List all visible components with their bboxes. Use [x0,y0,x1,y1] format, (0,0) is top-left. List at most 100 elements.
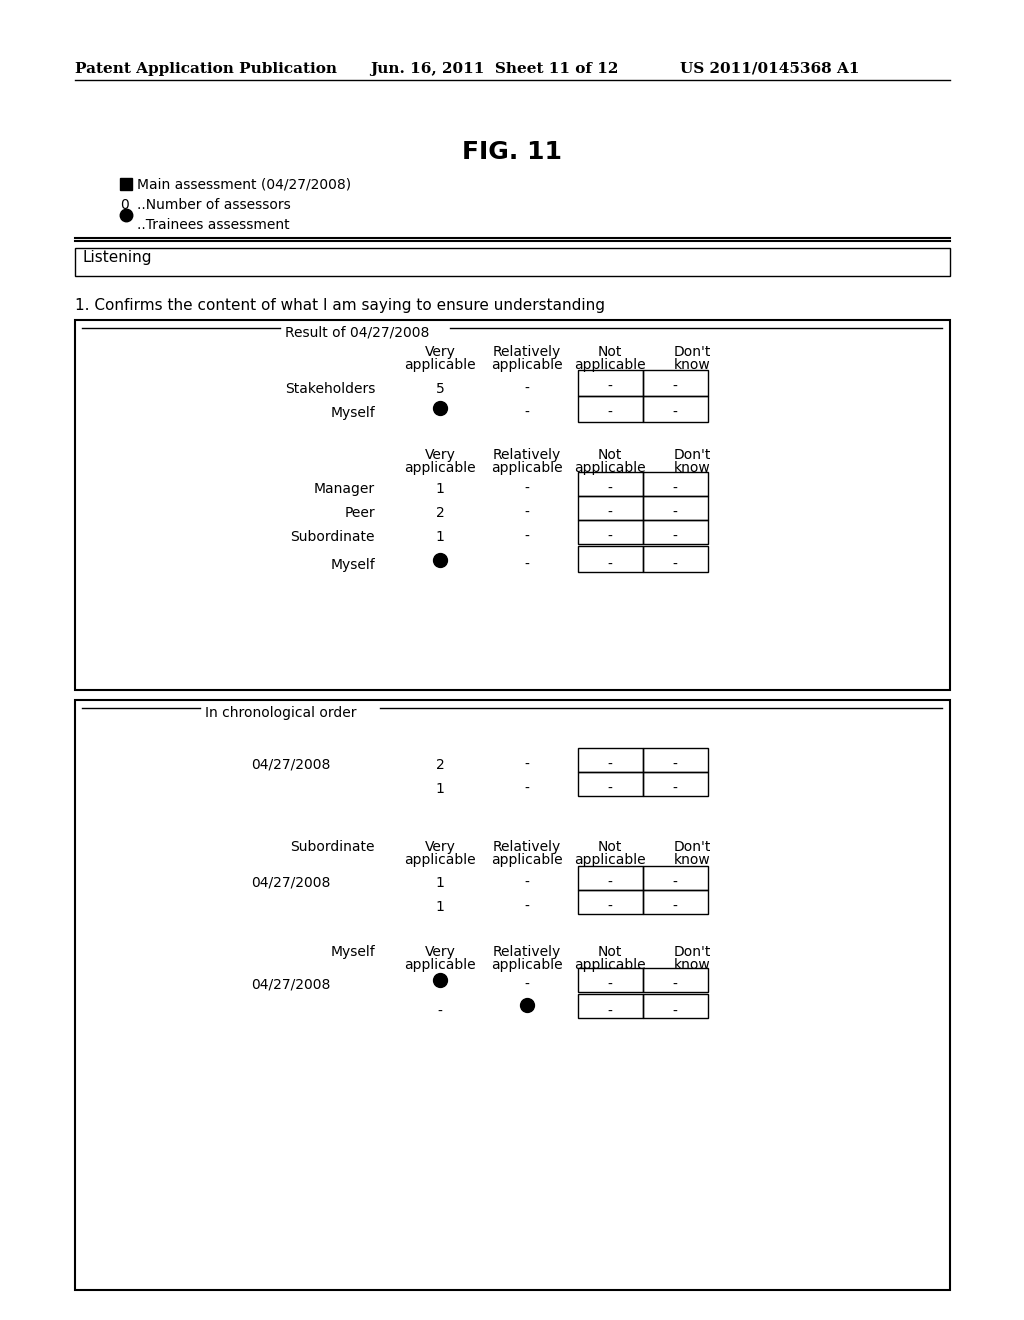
Text: Patent Application Publication: Patent Application Publication [75,62,337,77]
Text: Not: Not [598,345,623,359]
Text: 1: 1 [435,482,444,496]
Bar [75,248,950,276]
Text: Relatively: Relatively [493,840,561,854]
Text: -: - [673,876,678,890]
Bar [578,520,643,544]
Text: -: - [524,978,529,993]
Text: Myself: Myself [331,945,375,960]
Bar [578,496,643,520]
Text: -: - [607,482,612,496]
Text: -: - [524,381,529,396]
Text: applicable: applicable [574,853,646,867]
Text: 5: 5 [435,381,444,396]
Text: applicable: applicable [404,853,476,867]
Text: applicable: applicable [574,461,646,475]
Text: applicable: applicable [574,358,646,372]
Bar [643,994,708,1018]
Bar [578,473,643,496]
Text: Don't: Don't [674,447,711,462]
Text: -: - [607,407,612,420]
Text: Very: Very [425,345,456,359]
Text: -: - [673,531,678,544]
Text: -: - [673,407,678,420]
Bar [578,748,643,772]
Text: Peer: Peer [344,506,375,520]
Text: Subordinate: Subordinate [291,531,375,544]
Bar [643,968,708,993]
Text: know: know [674,358,711,372]
Text: applicable: applicable [404,958,476,972]
Text: applicable: applicable [492,461,563,475]
Bar [643,890,708,913]
Bar [578,772,643,796]
Text: Main assessment (04/27/2008): Main assessment (04/27/2008) [137,177,351,191]
Text: Jun. 16, 2011  Sheet 11 of 12: Jun. 16, 2011 Sheet 11 of 12 [370,62,618,77]
Text: Very: Very [425,447,456,462]
Text: -: - [673,978,678,993]
Text: -: - [607,876,612,890]
Text: 2: 2 [435,758,444,772]
Bar [578,890,643,913]
Text: 04/27/2008: 04/27/2008 [251,978,330,993]
Bar [643,496,708,520]
Text: -: - [437,1005,442,1019]
Bar [643,370,708,396]
Text: Relatively: Relatively [493,945,561,960]
Text: Manager: Manager [314,482,375,496]
Text: -: - [524,876,529,890]
Bar [643,396,708,422]
Text: Subordinate: Subordinate [291,840,375,854]
Text: -: - [607,1005,612,1019]
Text: Very: Very [425,945,456,960]
Bar [643,748,708,772]
Text: applicable: applicable [404,461,476,475]
Text: know: know [674,461,711,475]
Text: 1: 1 [435,876,444,890]
Text: -: - [524,900,529,913]
Text: -: - [524,407,529,420]
Text: applicable: applicable [492,853,563,867]
Text: -: - [524,758,529,772]
Text: -: - [607,506,612,520]
Text: Myself: Myself [331,407,375,420]
Text: Don't: Don't [674,840,711,854]
Text: applicable: applicable [492,358,563,372]
Text: 1: 1 [435,781,444,796]
Text: 04/27/2008: 04/27/2008 [251,758,330,772]
Bar [578,546,643,572]
Bar [578,370,643,396]
Text: Stakeholders: Stakeholders [285,381,375,396]
Text: 1. Confirms the content of what I am saying to ensure understanding: 1. Confirms the content of what I am say… [75,298,605,313]
Text: know: know [674,853,711,867]
Text: -: - [524,781,529,796]
Bar [75,700,950,1290]
Text: Not: Not [598,945,623,960]
Text: -: - [673,506,678,520]
Bar [578,866,643,890]
Text: -: - [607,978,612,993]
Bar [75,319,950,690]
Text: -: - [524,482,529,496]
Text: -: - [673,1005,678,1019]
Text: Don't: Don't [674,345,711,359]
Text: 0: 0 [120,198,129,213]
Text: FIG. 11: FIG. 11 [462,140,562,164]
Text: ..Number of assessors: ..Number of assessors [137,198,291,213]
Text: -: - [524,558,529,572]
Text: Relatively: Relatively [493,345,561,359]
Text: -: - [673,558,678,572]
Text: 1: 1 [435,900,444,913]
Bar [578,396,643,422]
Text: -: - [673,758,678,772]
Text: know: know [674,958,711,972]
Bar [643,866,708,890]
Text: -: - [673,380,678,393]
Text: -: - [607,380,612,393]
Text: -: - [607,781,612,796]
Bar [578,968,643,993]
Text: -: - [607,531,612,544]
Text: -: - [607,758,612,772]
Text: Don't: Don't [674,945,711,960]
Bar [643,772,708,796]
Text: Myself: Myself [331,558,375,572]
